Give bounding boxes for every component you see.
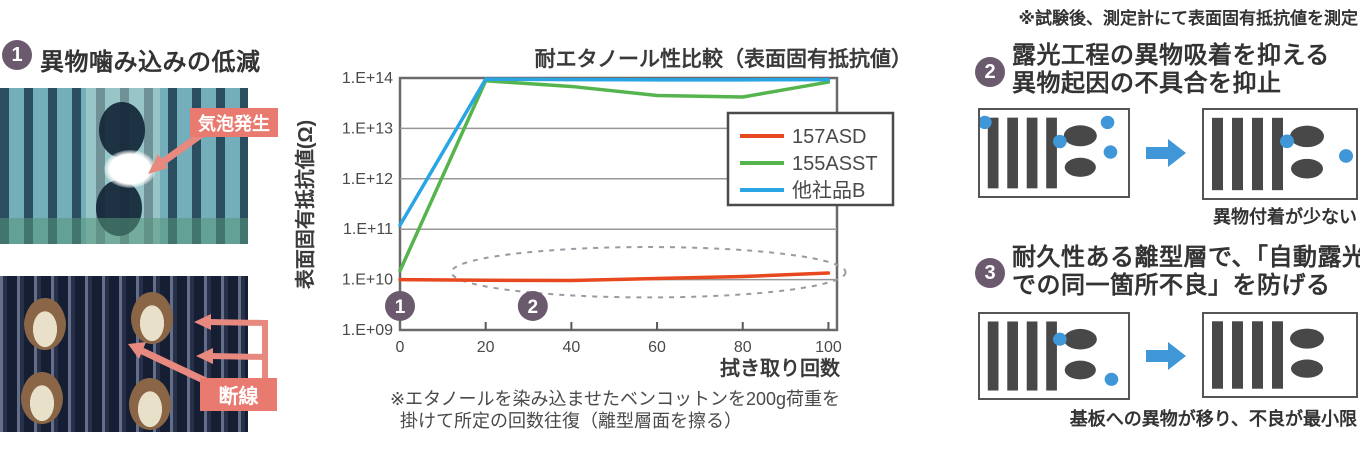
section3-number: 3 [984,261,996,284]
section1-number-badge: 1 [2,40,32,70]
y-tick-label: 1.E+13 [342,120,393,137]
section2-number: 2 [984,60,996,83]
y-tick-label: 1.E+11 [343,221,393,238]
x-axis-label: 拭き取り回数 [720,356,841,380]
y-tick-label: 1.E+12 [342,171,393,188]
section3-caption: 基板への異物が移り、不良が最小限 [1069,409,1357,429]
y-tick-label: 1.E+09 [342,322,393,339]
x-tick-label: 80 [734,339,752,356]
legend-label: 155ASST [792,153,878,175]
x-tick-label: 40 [562,339,580,356]
pattern-after-box [1202,312,1358,398]
section1-title: 異物噛み込みの低減 [40,49,261,76]
section3-title: 耐久性ある離型層で、「自動露光 での同一箇所不良」を防げる [1012,244,1360,300]
photo-component-shape [129,378,171,430]
chart-footnote-line1: ※エタノールを染み込ませたベンコットンを200g荷重を [390,389,841,409]
section2-caption: 異物付着が少ない [1213,207,1357,227]
right-arrow-icon [1146,139,1186,167]
photo-component-shape [131,292,173,344]
section3-title-line1: 耐久性ある離型層で、「自動露光 [1012,244,1360,271]
series-line-155ASST [398,79,831,273]
x-tick-label: 20 [477,339,495,356]
pattern-graphic [987,321,1119,391]
section2-title-line1: 露光工程の異物吸着を抑える [1012,42,1330,69]
pattern-graphic [1212,117,1353,191]
photo-component-shape [21,372,63,424]
photo1-annotation-label: 気泡発生 [190,108,278,137]
x-tick-label: 100 [815,339,842,356]
pattern-graphic [1212,321,1324,389]
chart-title: 耐エタノール性比較（表面固有抵抗値） [535,47,912,71]
section1-number: 1 [11,43,23,66]
chart-step-marker [385,290,415,321]
series-line-157ASD [398,271,831,283]
y-tick-label: 1.E+14 [342,70,393,87]
section2-number-badge: 2 [975,57,1005,87]
photo-component-shape [24,298,66,350]
y-axis-label: 表面固有抵抗値(Ω) [295,119,318,289]
section3-title-line2: での同一箇所不良」を防げる [1012,272,1331,299]
chart-footnote-line2: 掛けて所定の回数往復（離型層面を擦る） [400,411,742,431]
chart-step-marker [517,290,548,321]
pattern-after-box [1202,108,1358,200]
photo-bubble-spot [104,150,156,188]
highlight-ellipse [450,246,847,299]
legend-label: 157ASD [792,126,867,148]
ethanol-resistance-chart: 耐エタノール性比較（表面固有抵抗値） 1.E+14 1.E+13 1.E+12 1.E+… [330,40,930,390]
pattern-before-box [978,312,1130,400]
photo-bottom-band [0,218,248,244]
legend-label: 他社品B [792,179,865,202]
photo2-annotation-label: 断線 [200,378,277,411]
y-tick-label: 1.E+10 [342,272,393,289]
series-line-他社品B [398,77,831,227]
chart-step-marker-label: 2 [528,297,539,318]
section3-number-badge: 3 [975,258,1005,288]
photo-pad-shape [99,102,145,158]
chart-step-marker-label: 1 [395,297,406,318]
pattern-before-box [978,108,1130,198]
section2-title: 露光工程の異物吸着を抑える 異物起因の不具合を抑止 [1012,42,1330,98]
x-tick-label: 0 [396,339,405,356]
measurement-note: ※試験後、測定計にて表面固有抵抗値を測定 [1018,9,1358,28]
x-tick-label: 60 [648,339,666,356]
pattern-graphic [980,115,1118,189]
right-arrow-icon [1146,342,1186,370]
section2-title-line2: 異物起因の不具合を抑止 [1012,70,1282,97]
chart-canvas: 耐エタノール性比較（表面固有抵抗値） 1.E+14 1.E+13 1.E+12 1.E+… [342,47,912,380]
